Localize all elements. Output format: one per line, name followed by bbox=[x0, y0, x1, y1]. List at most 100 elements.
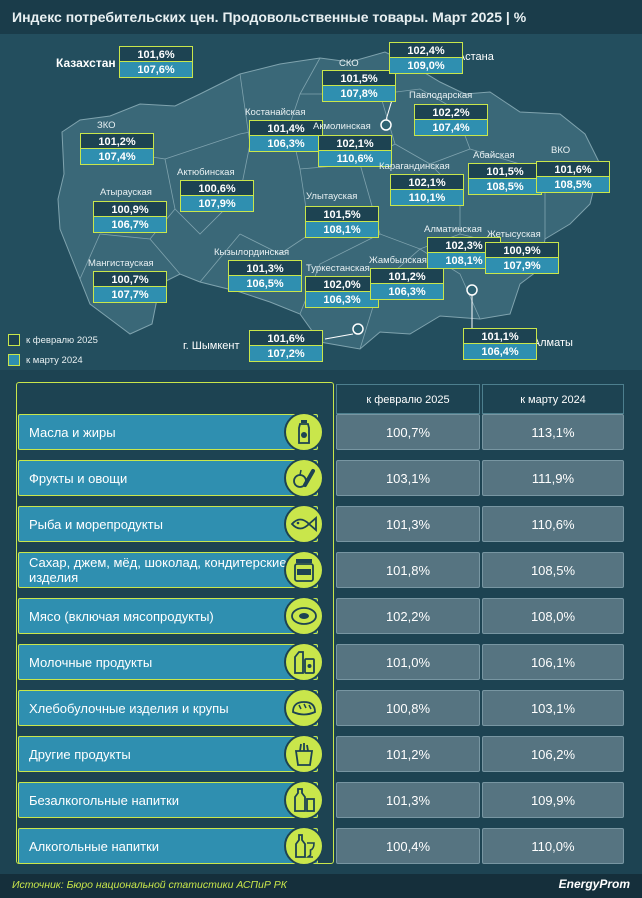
region-box-pavlodar: 102,2% 107,4% bbox=[414, 104, 488, 136]
city-marker-shymkent bbox=[324, 323, 364, 340]
map-area bbox=[0, 34, 642, 370]
category-label: Масла и жиры bbox=[18, 414, 318, 450]
value-cell-feb: 101,2% bbox=[336, 736, 480, 772]
region-name-zhetysu: Жетысуская bbox=[487, 229, 541, 240]
region-box-almaty: 101,1% 106,4% bbox=[463, 328, 537, 360]
value-cell-feb: 102,2% bbox=[336, 598, 480, 634]
region-ulytau-mar: 108,1% bbox=[305, 222, 379, 238]
kazakhstan-feb-value: 101,6% bbox=[119, 46, 193, 62]
column-header-mar: к марту 2024 bbox=[482, 384, 624, 414]
region-box-zko: 101,2% 107,4% bbox=[80, 133, 154, 165]
region-box-atyrau: 100,9% 106,7% bbox=[93, 201, 167, 233]
region-box-sko: 101,5% 107,8% bbox=[322, 70, 396, 102]
region-akmola-mar: 110,6% bbox=[318, 151, 392, 167]
region-kostanay-mar: 106,3% bbox=[249, 136, 323, 152]
border-line bbox=[239, 168, 311, 255]
region-astana-feb: 102,4% bbox=[389, 42, 463, 58]
value-cell-feb: 101,8% bbox=[336, 552, 480, 588]
category-label: Рыба и морепродукты bbox=[18, 506, 318, 542]
region-pavlodar-feb: 102,2% bbox=[414, 104, 488, 120]
region-sko-mar: 107,8% bbox=[322, 86, 396, 102]
value-cell-feb: 100,7% bbox=[336, 414, 480, 450]
region-shymkent-feb: 101,6% bbox=[249, 330, 323, 346]
region-name-karaganda: Карагандинская bbox=[379, 161, 450, 172]
wine-icon bbox=[284, 826, 324, 866]
region-akmola-feb: 102,1% bbox=[318, 135, 392, 151]
region-box-zhetysu: 100,9% 107,9% bbox=[485, 242, 559, 274]
region-name-akmola: Акмолинская bbox=[313, 121, 371, 132]
header-bar bbox=[0, 0, 642, 34]
region-box-ulytau: 101,5% 108,1% bbox=[305, 206, 379, 238]
region-box-vko: 101,6% 108,5% bbox=[536, 161, 610, 193]
value-cell-mar: 113,1% bbox=[482, 414, 624, 450]
region-box-kyzylorda: 101,3% 106,5% bbox=[228, 260, 302, 292]
category-label: Сахар, джем, мёд, шоколад, кондитерские … bbox=[18, 552, 318, 588]
region-kostanay-feb: 101,4% bbox=[249, 120, 323, 136]
region-name-abay: Абайская bbox=[473, 150, 515, 161]
milk-icon bbox=[284, 642, 324, 682]
soft-drink-icon bbox=[284, 780, 324, 820]
category-label: Безалкогольные напитки bbox=[18, 782, 318, 818]
region-kyzylorda-feb: 101,3% bbox=[228, 260, 302, 276]
region-name-mangystau: Мангистауская bbox=[88, 258, 154, 269]
region-zhetysu-feb: 100,9% bbox=[485, 242, 559, 258]
region-almaty-feb: 101,1% bbox=[463, 328, 537, 344]
region-name-shymkent: г. Шымкент bbox=[183, 340, 240, 352]
region-abay-feb: 101,5% bbox=[468, 163, 542, 179]
region-zhambyl-mar: 106,3% bbox=[370, 284, 444, 300]
region-karaganda-mar: 110,1% bbox=[390, 190, 464, 206]
source-note: Источник: Бюро национальной статистики А… bbox=[12, 879, 287, 891]
region-box-karaganda: 102,1% 110,1% bbox=[390, 174, 464, 206]
region-name-zko: ЗКО bbox=[97, 120, 116, 131]
value-cell-feb: 101,3% bbox=[336, 782, 480, 818]
region-mangystau-mar: 107,7% bbox=[93, 287, 167, 303]
category-label: Фрукты и овощи bbox=[18, 460, 318, 496]
region-astana-mar: 109,0% bbox=[389, 58, 463, 74]
value-cell-feb: 101,0% bbox=[336, 644, 480, 680]
region-name-ulytau: Улытауская bbox=[306, 191, 358, 202]
region-vko-mar: 108,5% bbox=[536, 177, 610, 193]
region-box-akmola: 102,1% 110,6% bbox=[318, 135, 392, 167]
legend-swatch-feb bbox=[8, 334, 20, 346]
legend-label-mar: к марту 2024 bbox=[26, 355, 83, 366]
region-name-vko: ВКО bbox=[551, 145, 571, 156]
region-name-atyrau: Атырауская bbox=[100, 187, 152, 198]
region-box-turkestan: 102,0% 106,3% bbox=[305, 276, 379, 308]
value-cell-mar: 109,9% bbox=[482, 782, 624, 818]
page-title: Индекс потребительских цен. Продовольств… bbox=[12, 9, 526, 25]
region-almaty-mar: 106,4% bbox=[463, 344, 537, 360]
region-zhetysu-mar: 107,9% bbox=[485, 258, 559, 274]
fruit-vegetable-icon bbox=[284, 458, 324, 498]
category-label: Молочные продукты bbox=[18, 644, 318, 680]
region-box-kostanay: 101,4% 106,3% bbox=[249, 120, 323, 152]
region-box-abay: 101,5% 108,5% bbox=[468, 163, 542, 195]
value-cell-feb: 103,1% bbox=[336, 460, 480, 496]
border-line bbox=[149, 238, 181, 275]
region-kyzylorda-mar: 106,5% bbox=[228, 276, 302, 292]
region-karaganda-feb: 102,1% bbox=[390, 174, 464, 190]
region-zko-mar: 107,4% bbox=[80, 149, 154, 165]
region-atyrau-feb: 100,9% bbox=[93, 201, 167, 217]
value-cell-mar: 106,2% bbox=[482, 736, 624, 772]
value-cell-mar: 108,5% bbox=[482, 552, 624, 588]
kazakhstan-mar-value: 107,6% bbox=[119, 62, 193, 78]
city-marker-almaty bbox=[466, 284, 478, 330]
region-name-kyzylorda: Кызылординская bbox=[214, 247, 290, 258]
region-aktobe-mar: 107,9% bbox=[180, 196, 254, 212]
region-name-kostanay: Костанайская bbox=[245, 107, 306, 118]
category-label: Другие продукты bbox=[18, 736, 318, 772]
region-box-almaty-obl: 102,3% 108,1% bbox=[427, 237, 501, 269]
value-cell-mar: 110,6% bbox=[482, 506, 624, 542]
grocery-bag-icon bbox=[284, 734, 324, 774]
title-unit: | % bbox=[505, 9, 527, 25]
category-label: Мясо (включая мясопродукты) bbox=[18, 598, 318, 634]
value-cell-feb: 100,8% bbox=[336, 690, 480, 726]
region-name-aktobe: Актюбинская bbox=[177, 167, 235, 178]
value-cell-mar: 108,0% bbox=[482, 598, 624, 634]
region-zko-feb: 101,2% bbox=[80, 133, 154, 149]
region-zhambyl-feb: 101,2% bbox=[370, 268, 444, 284]
region-turkestan-feb: 102,0% bbox=[305, 276, 379, 292]
legend-label-feb: к февралю 2025 bbox=[26, 335, 98, 346]
region-abay-mar: 108,5% bbox=[468, 179, 542, 195]
sugar-jar-icon bbox=[284, 550, 324, 590]
